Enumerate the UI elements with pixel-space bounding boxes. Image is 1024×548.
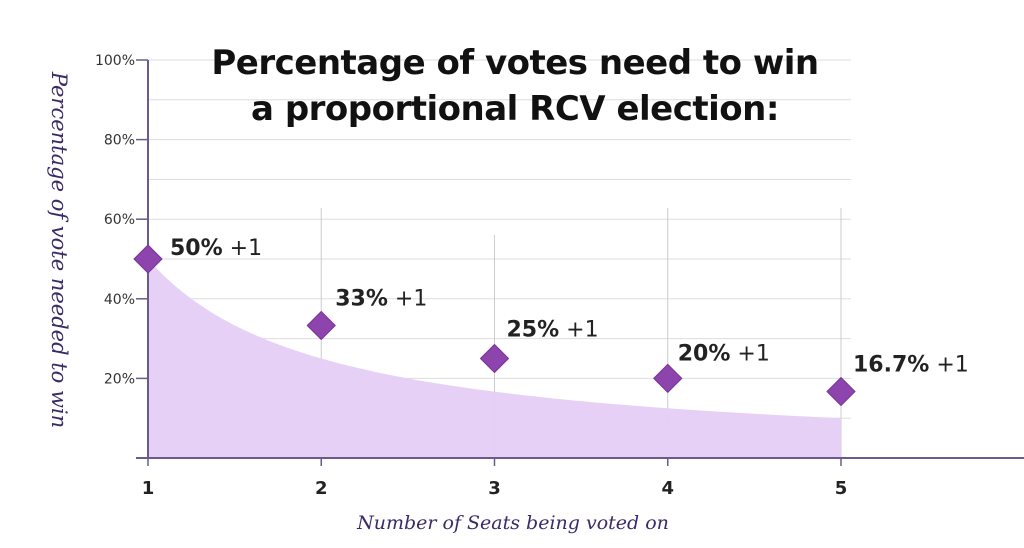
data-point-label-suffix: +1 — [223, 236, 262, 261]
x-tick-label: 5 — [835, 478, 848, 499]
y-tick-label: 20% — [104, 371, 135, 387]
data-point-marker — [826, 377, 856, 407]
data-point-label: 33% +1 — [335, 286, 427, 311]
chart-title: Percentage of votes need to win a propor… — [200, 40, 830, 132]
data-labels: 50% +133% +125% +120% +1 16.7% +1 — [170, 236, 969, 378]
x-tick-label: 1 — [142, 478, 155, 499]
y-tick-label: 100% — [95, 53, 135, 69]
x-tick-label: 3 — [488, 478, 501, 499]
data-point-label-percent: 25% — [507, 318, 560, 343]
data-point-label-percent: 20% — [678, 341, 731, 366]
data-point-marker — [306, 310, 336, 340]
data-point-label-percent: 50% — [170, 236, 223, 261]
chart-title-line-1: Percentage of votes need to win — [211, 43, 819, 83]
data-point-label: 16.7% +1 — [853, 353, 969, 378]
y-tick-label: 60% — [104, 212, 135, 228]
data-point-label: 25% +1 — [507, 318, 599, 343]
data-markers — [133, 244, 856, 407]
data-point-label-suffix: +1 — [559, 318, 598, 343]
x-axis-label: Number of Seats being voted on — [357, 512, 669, 534]
x-tick-label: 2 — [315, 478, 328, 499]
data-point-label-percent: 33% — [335, 286, 388, 311]
y-axis-label: Percentage of vote needed to win — [47, 71, 71, 429]
data-point-label: 50% +1 — [170, 236, 262, 261]
area-fill-shape — [148, 259, 841, 458]
x-tick-label: 4 — [661, 478, 674, 499]
data-point-label-suffix: +1 — [388, 286, 427, 311]
data-point-label: 20% +1 — [678, 341, 770, 366]
data-point-label-suffix: +1 — [929, 353, 968, 378]
y-tick-label: 40% — [104, 292, 135, 308]
data-point-marker — [133, 244, 163, 274]
data-point-label-percent: 16.7% — [853, 353, 929, 378]
data-point-marker — [653, 363, 683, 393]
data-point-marker — [480, 344, 509, 373]
y-tick-label: 80% — [104, 133, 135, 149]
area-fill — [148, 259, 841, 458]
data-point-label-suffix: +1 — [730, 341, 769, 366]
tick-labels: 20% 40% 60% 80% 100% 1 2 3 4 5 — [95, 53, 847, 499]
grid-lines — [148, 59, 851, 458]
chart-title-line-2: a proportional RCV election: — [251, 89, 779, 129]
